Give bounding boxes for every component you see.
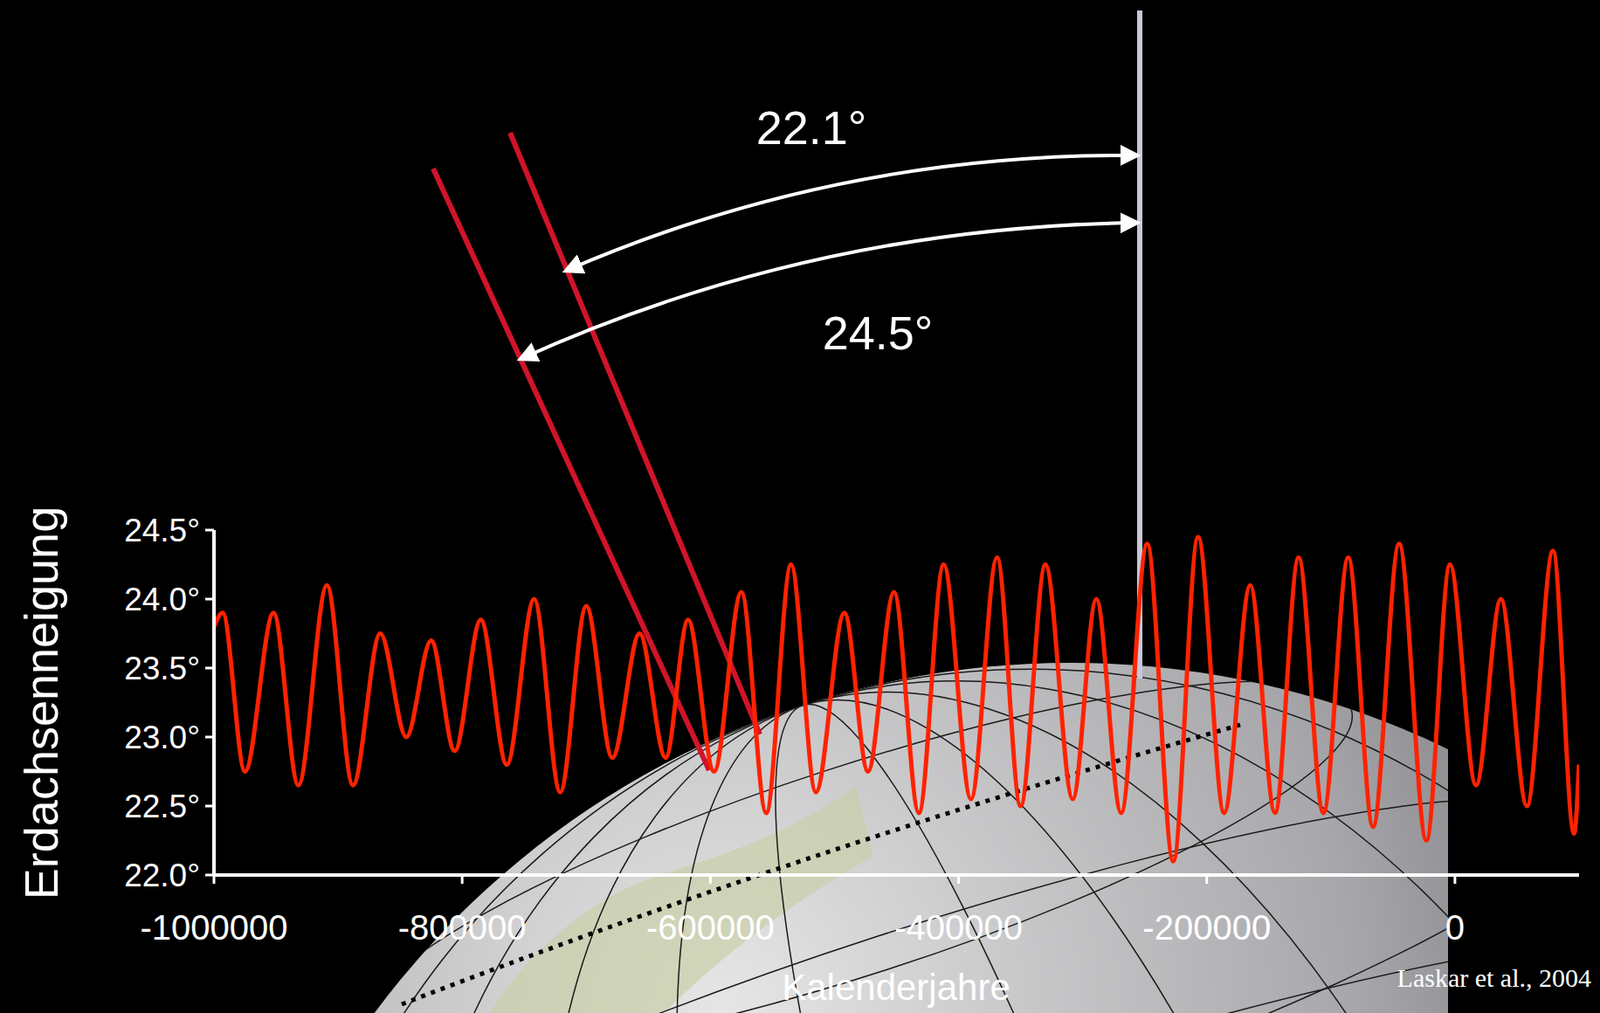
svg-text:23.5°: 23.5° xyxy=(124,650,200,687)
svg-text:Kalenderjahre: Kalenderjahre xyxy=(781,966,1011,1008)
svg-text:-200000: -200000 xyxy=(1142,908,1271,947)
svg-text:-400000: -400000 xyxy=(894,908,1023,947)
svg-text:-600000: -600000 xyxy=(646,908,775,947)
svg-text:22.1°: 22.1° xyxy=(756,101,868,154)
svg-text:Laskar et al., 2004: Laskar et al., 2004 xyxy=(1397,963,1592,993)
svg-text:22.0°: 22.0° xyxy=(124,857,200,894)
svg-text:24.5°: 24.5° xyxy=(124,512,200,549)
svg-text:0: 0 xyxy=(1445,908,1465,947)
svg-text:-1000000: -1000000 xyxy=(139,908,288,947)
svg-text:23.0°: 23.0° xyxy=(124,719,200,756)
svg-text:22.5°: 22.5° xyxy=(124,788,200,825)
svg-text:24.0°: 24.0° xyxy=(124,581,200,618)
svg-text:Erdachsenneigung: Erdachsenneigung xyxy=(14,506,68,900)
svg-text:-800000: -800000 xyxy=(398,908,527,947)
svg-text:24.5°: 24.5° xyxy=(822,306,934,359)
